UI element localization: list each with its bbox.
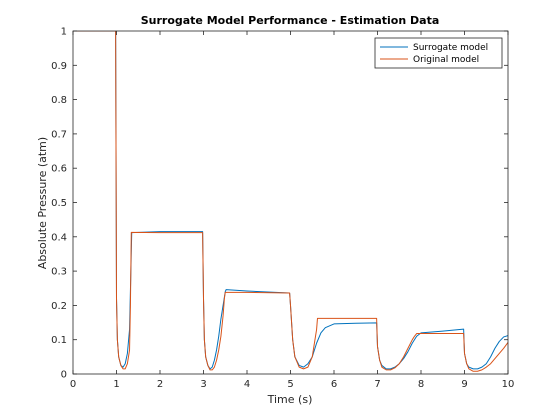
x-tick-label: 5 bbox=[287, 379, 293, 390]
x-tick-label: 9 bbox=[461, 379, 467, 390]
y-tick-label: 0.7 bbox=[51, 129, 67, 140]
y-tick-label: 0.9 bbox=[51, 61, 67, 72]
y-axis-label: Absolute Pressure (atm) bbox=[36, 137, 49, 269]
y-tick-label: 0.6 bbox=[51, 164, 67, 175]
legend-entry: Surrogate model bbox=[413, 43, 488, 53]
x-tick-label: 6 bbox=[331, 379, 337, 390]
x-tick-label: 4 bbox=[244, 379, 250, 390]
axes-background bbox=[73, 31, 508, 374]
y-tick-label: 0 bbox=[61, 370, 67, 381]
x-axis-label: Time (s) bbox=[267, 393, 313, 406]
y-tick-label: 0.1 bbox=[51, 335, 67, 346]
legend-box bbox=[374, 37, 503, 69]
x-tick-label: 7 bbox=[374, 379, 380, 390]
y-tick-label: 0.2 bbox=[51, 301, 67, 312]
x-tick-label: 2 bbox=[157, 379, 163, 390]
y-tick-label: 0.4 bbox=[51, 232, 67, 243]
y-tick-label: 0.8 bbox=[51, 95, 67, 106]
x-tick-label: 1 bbox=[113, 379, 119, 390]
x-tick-label: 3 bbox=[200, 379, 206, 390]
legend-entry: Original model bbox=[413, 55, 479, 65]
y-tick-label: 1 bbox=[61, 27, 67, 38]
series-line-original-model bbox=[73, 31, 508, 372]
x-tick-label: 8 bbox=[418, 379, 424, 390]
x-tick-label: 10 bbox=[502, 379, 515, 390]
chart-title: Surrogate Model Performance - Estimation… bbox=[141, 14, 440, 27]
y-tick-label: 0.5 bbox=[51, 198, 67, 209]
y-tick-label: 0.3 bbox=[51, 267, 67, 278]
x-tick-label: 0 bbox=[70, 379, 76, 390]
plot-area: 0 1 2 3 4 5 6 7 8 9 10 0 0.1 0.2 0.3 0.4 0.5 0.6 0.7 0.8 0.9… bbox=[51, 27, 514, 391]
